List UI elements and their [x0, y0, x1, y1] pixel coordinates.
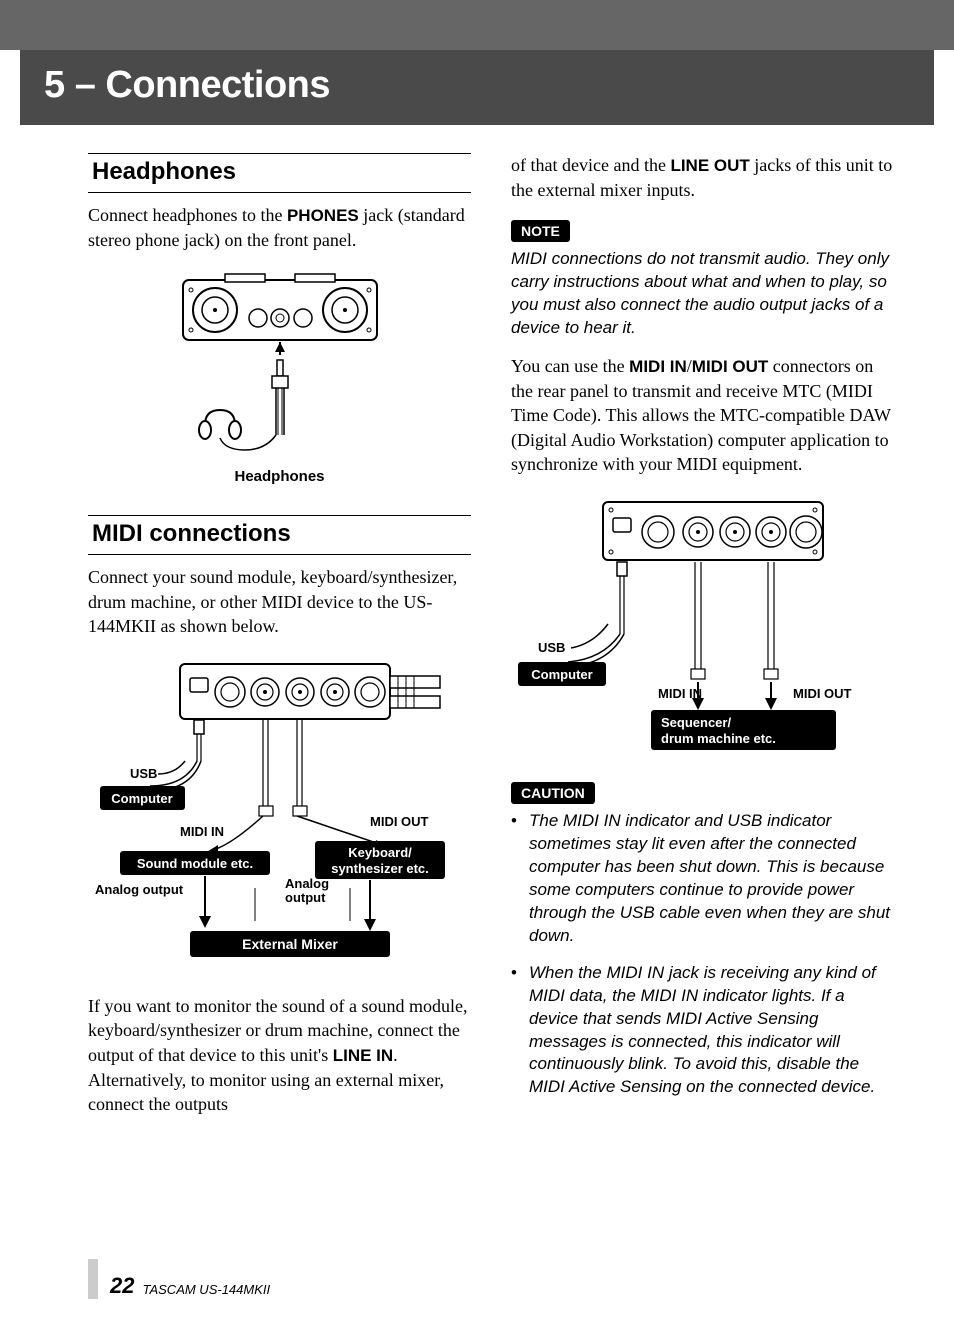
headphones-caption: Headphones — [88, 468, 471, 485]
midi-out-bold: MIDI OUT — [692, 357, 769, 376]
midi-heading: MIDI connections — [88, 515, 471, 555]
note-text: MIDI connections do not transmit audio. … — [511, 248, 894, 340]
svg-text:synthesizer etc.: synthesizer etc. — [331, 861, 429, 876]
text: Connect headphones to the — [88, 205, 287, 225]
midi-in-label: MIDI IN — [180, 824, 224, 839]
analog-out-right-1: Analog — [285, 876, 329, 891]
sound-module-box: Sound module etc. — [120, 851, 270, 875]
midi-diagram-2-svg: USB Computer MIDI IN — [513, 494, 893, 754]
text: You can use the — [511, 356, 629, 376]
svg-text:Keyboard/: Keyboard/ — [348, 845, 412, 860]
svg-text:drum machine etc.: drum machine etc. — [661, 731, 776, 746]
computer-box-2: Computer — [518, 662, 606, 686]
caution-item-1: The MIDI IN indicator and USB indicator … — [511, 810, 894, 948]
headphones-figure: Headphones — [88, 270, 471, 485]
midi-in-bold: MIDI IN — [629, 357, 687, 376]
analog-out-right-2: output — [285, 890, 326, 905]
continuation: of that device and the LINE OUT jacks of… — [511, 153, 894, 202]
note-badge: NOTE — [511, 220, 570, 242]
caution-badge: CAUTION — [511, 782, 595, 804]
text: of that device and the — [511, 155, 670, 175]
phones-label: PHONES — [287, 206, 359, 225]
svg-text:Sequencer/: Sequencer/ — [661, 715, 731, 730]
headphones-body: Connect headphones to the PHONES jack (s… — [88, 203, 471, 252]
text: If you want to monitor the sound of a so… — [88, 996, 467, 1065]
footer-product: TASCAM US-144MKII — [142, 1282, 270, 1299]
caution-item-2: When the MIDI IN jack is receiving any k… — [511, 962, 894, 1100]
midi-section: MIDI connections Connect your sound modu… — [88, 515, 471, 966]
midi-diagram-1-svg: USB Computer — [90, 656, 470, 966]
sequencer-box: Sequencer/ drum machine etc. — [651, 710, 836, 750]
headphones-heading: Headphones — [88, 153, 471, 193]
note-block: NOTE MIDI connections do not transmit au… — [511, 220, 894, 340]
svg-text:Sound module etc.: Sound module etc. — [136, 856, 252, 871]
computer-box: Computer — [100, 786, 185, 810]
bottom-paragraph: If you want to monitor the sound of a so… — [88, 994, 471, 1116]
page-number: 22 — [110, 1273, 134, 1299]
midi-out-label-2: MIDI OUT — [793, 686, 852, 701]
svg-text:External Mixer: External Mixer — [242, 936, 338, 952]
external-mixer-box: External Mixer — [190, 931, 390, 957]
svg-text:Computer: Computer — [111, 791, 172, 806]
line-in-label: LINE IN — [333, 1046, 393, 1065]
caution-list: The MIDI IN indicator and USB indicator … — [511, 810, 894, 1099]
top-bar — [0, 0, 954, 50]
midi-diagram-1: USB Computer — [88, 656, 471, 966]
analog-out-left: Analog output — [95, 882, 184, 897]
keyboard-box: Keyboard/ synthesizer etc. — [315, 841, 445, 879]
caution-block: CAUTION The MIDI IN indicator and USB in… — [511, 782, 894, 1099]
usb-label-2: USB — [538, 640, 565, 655]
headphones-diagram — [165, 270, 395, 460]
midi-in-label-2: MIDI IN — [658, 686, 702, 701]
svg-text:Computer: Computer — [531, 667, 592, 682]
midi-diagram-2: USB Computer MIDI IN — [511, 494, 894, 754]
midi-out-label: MIDI OUT — [370, 814, 429, 829]
midi-body: Connect your sound module, keyboard/synt… — [88, 565, 471, 638]
page-footer: 22 TASCAM US-144MKII — [88, 1259, 270, 1299]
line-out-label: LINE OUT — [670, 156, 749, 175]
right-column: of that device and the LINE OUT jacks of… — [511, 153, 894, 1132]
mtc-paragraph: You can use the MIDI IN/MIDI OUT connect… — [511, 354, 894, 476]
chapter-header: 5 – Connections — [20, 50, 934, 125]
usb-label: USB — [130, 766, 157, 781]
left-column: Headphones Connect headphones to the PHO… — [88, 153, 471, 1132]
chapter-title: 5 – Connections — [44, 64, 910, 107]
content-area: Headphones Connect headphones to the PHO… — [0, 125, 954, 1132]
